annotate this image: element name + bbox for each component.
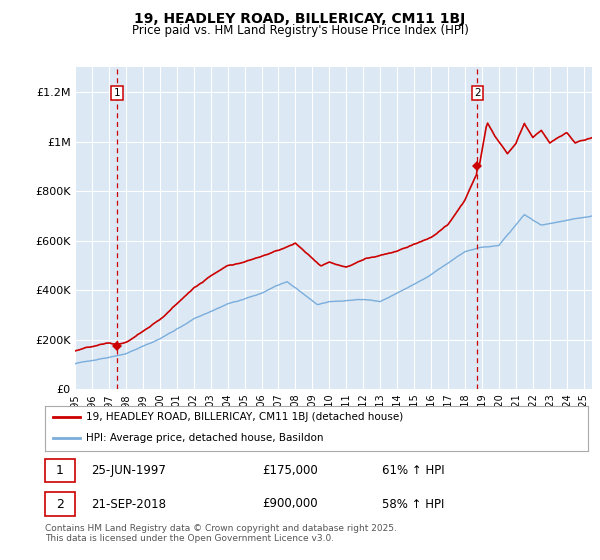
Text: 19, HEADLEY ROAD, BILLERICAY, CM11 1BJ (detached house): 19, HEADLEY ROAD, BILLERICAY, CM11 1BJ (… xyxy=(86,412,403,422)
Text: 58% ↑ HPI: 58% ↑ HPI xyxy=(382,497,444,511)
Text: 21-SEP-2018: 21-SEP-2018 xyxy=(91,497,166,511)
Text: £900,000: £900,000 xyxy=(262,497,318,511)
Text: Contains HM Land Registry data © Crown copyright and database right 2025.
This d: Contains HM Land Registry data © Crown c… xyxy=(45,524,397,543)
Text: 61% ↑ HPI: 61% ↑ HPI xyxy=(382,464,444,477)
Text: HPI: Average price, detached house, Basildon: HPI: Average price, detached house, Basi… xyxy=(86,433,323,444)
Text: Price paid vs. HM Land Registry's House Price Index (HPI): Price paid vs. HM Land Registry's House … xyxy=(131,24,469,37)
Text: 1: 1 xyxy=(114,88,121,98)
Bar xyxy=(45,492,75,516)
Text: 2: 2 xyxy=(474,88,481,98)
Text: 25-JUN-1997: 25-JUN-1997 xyxy=(91,464,166,477)
Text: 1: 1 xyxy=(56,464,64,477)
Bar xyxy=(45,459,75,482)
Text: 2: 2 xyxy=(56,497,64,511)
Text: 19, HEADLEY ROAD, BILLERICAY, CM11 1BJ: 19, HEADLEY ROAD, BILLERICAY, CM11 1BJ xyxy=(134,12,466,26)
Text: £175,000: £175,000 xyxy=(262,464,318,477)
